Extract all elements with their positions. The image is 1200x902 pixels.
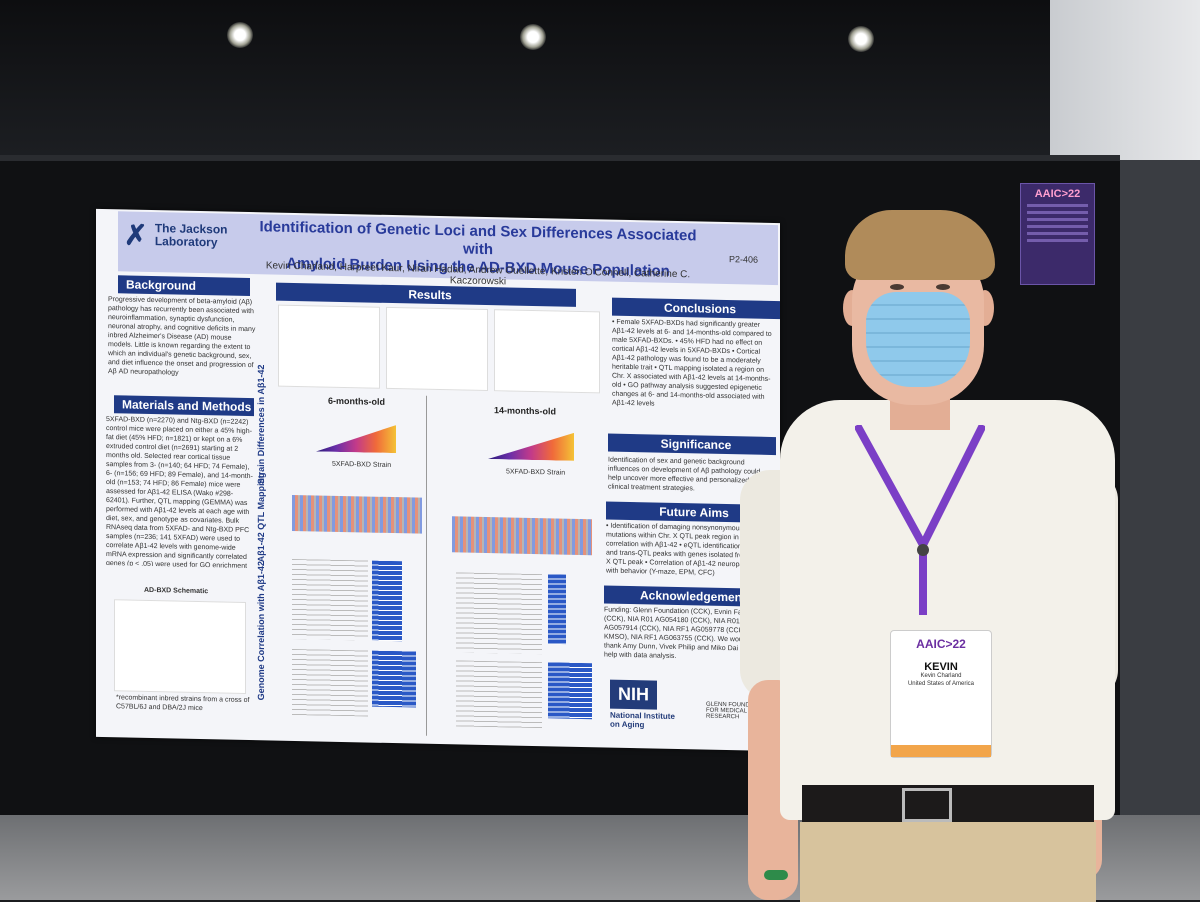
go-list-6mo-2	[292, 648, 368, 717]
qtl-chart-14mo	[452, 516, 592, 556]
belt-buckle	[902, 788, 952, 822]
badge-country: United States of America	[907, 681, 975, 687]
schematic-title: AD-BXD Schematic	[144, 586, 209, 596]
name-badge: AAIC>22 KEVIN Kevin Charland United Stat…	[890, 630, 992, 758]
left-eye	[890, 284, 904, 290]
strain-axis-6mo: 5XFAD-BXD Strain	[332, 460, 392, 470]
jax-logo: ✗ The Jackson Laboratory	[124, 218, 228, 251]
right-eye	[936, 284, 950, 290]
research-poster: ✗ The Jackson Laboratory Identification o…	[96, 208, 780, 752]
ceiling	[0, 0, 1200, 165]
row-label-strain: Strain Differences in Aβ1-42	[256, 364, 266, 485]
booth-frame	[1120, 160, 1200, 860]
sign-logo: AAIC>22	[1034, 188, 1081, 200]
results-figure-1	[278, 304, 380, 389]
wristband	[764, 870, 788, 880]
ceiling-light	[520, 24, 546, 50]
strain-axis-14mo: 5XFAD-BXD Strain	[506, 468, 566, 477]
face-mask	[866, 292, 970, 387]
row-label-genome: Genome Correlation with Aβ1-42	[256, 561, 266, 701]
strain-chart-6mo	[316, 423, 396, 453]
khaki-pants	[800, 822, 1096, 902]
badge-full-name: Kevin Charland	[920, 673, 962, 679]
go-bars-14mo	[548, 574, 566, 645]
go-bars-6mo-2	[372, 650, 416, 708]
jax-mark-icon: ✗	[124, 218, 148, 251]
poster-header: ✗ The Jackson Laboratory Identification o…	[118, 211, 778, 287]
background-text: Progressive development of beta-amyloid …	[108, 296, 256, 377]
row-label-qtl: Aβ1-42 QTL Mapping	[256, 472, 266, 563]
go-bars-6mo	[372, 560, 402, 642]
ceiling-light	[848, 26, 874, 52]
hair	[845, 210, 995, 280]
lanyard	[855, 425, 985, 615]
badge-first-name: KEVIN	[924, 661, 958, 673]
strain-chart-14mo	[488, 431, 574, 461]
presenter: AAIC>22 KEVIN Kevin Charland United Stat…	[740, 210, 1130, 902]
ceiling-light	[227, 22, 253, 48]
results-figure-2	[386, 306, 488, 392]
background-header: Background	[118, 275, 250, 297]
six-months-title: 6-months-old	[328, 395, 385, 407]
belt	[802, 785, 1094, 825]
go-list-14mo-2	[456, 660, 542, 729]
nih-logo: NIH National Institute on Aging	[610, 679, 675, 730]
go-list-6mo	[292, 558, 368, 641]
fourteen-months-title: 14-months-old	[494, 405, 556, 417]
qtl-chart-6mo	[292, 494, 422, 534]
badge-logo: AAIC>22	[916, 637, 966, 651]
go-bars-14mo-2	[548, 662, 592, 720]
results-divider	[426, 395, 427, 736]
schematic-note: *recombinant inbred strains from a cross…	[116, 694, 250, 713]
results-figure-3	[494, 309, 600, 394]
methods-text: 5XFAD-BXD (n=2270) and Ntg-BXD (n=2242) …	[106, 416, 253, 569]
go-list-14mo	[456, 572, 542, 655]
methods-header: Materials and Methods	[114, 395, 254, 417]
conference-sign: AAIC>22	[1020, 183, 1095, 285]
schematic-figure	[114, 599, 246, 694]
